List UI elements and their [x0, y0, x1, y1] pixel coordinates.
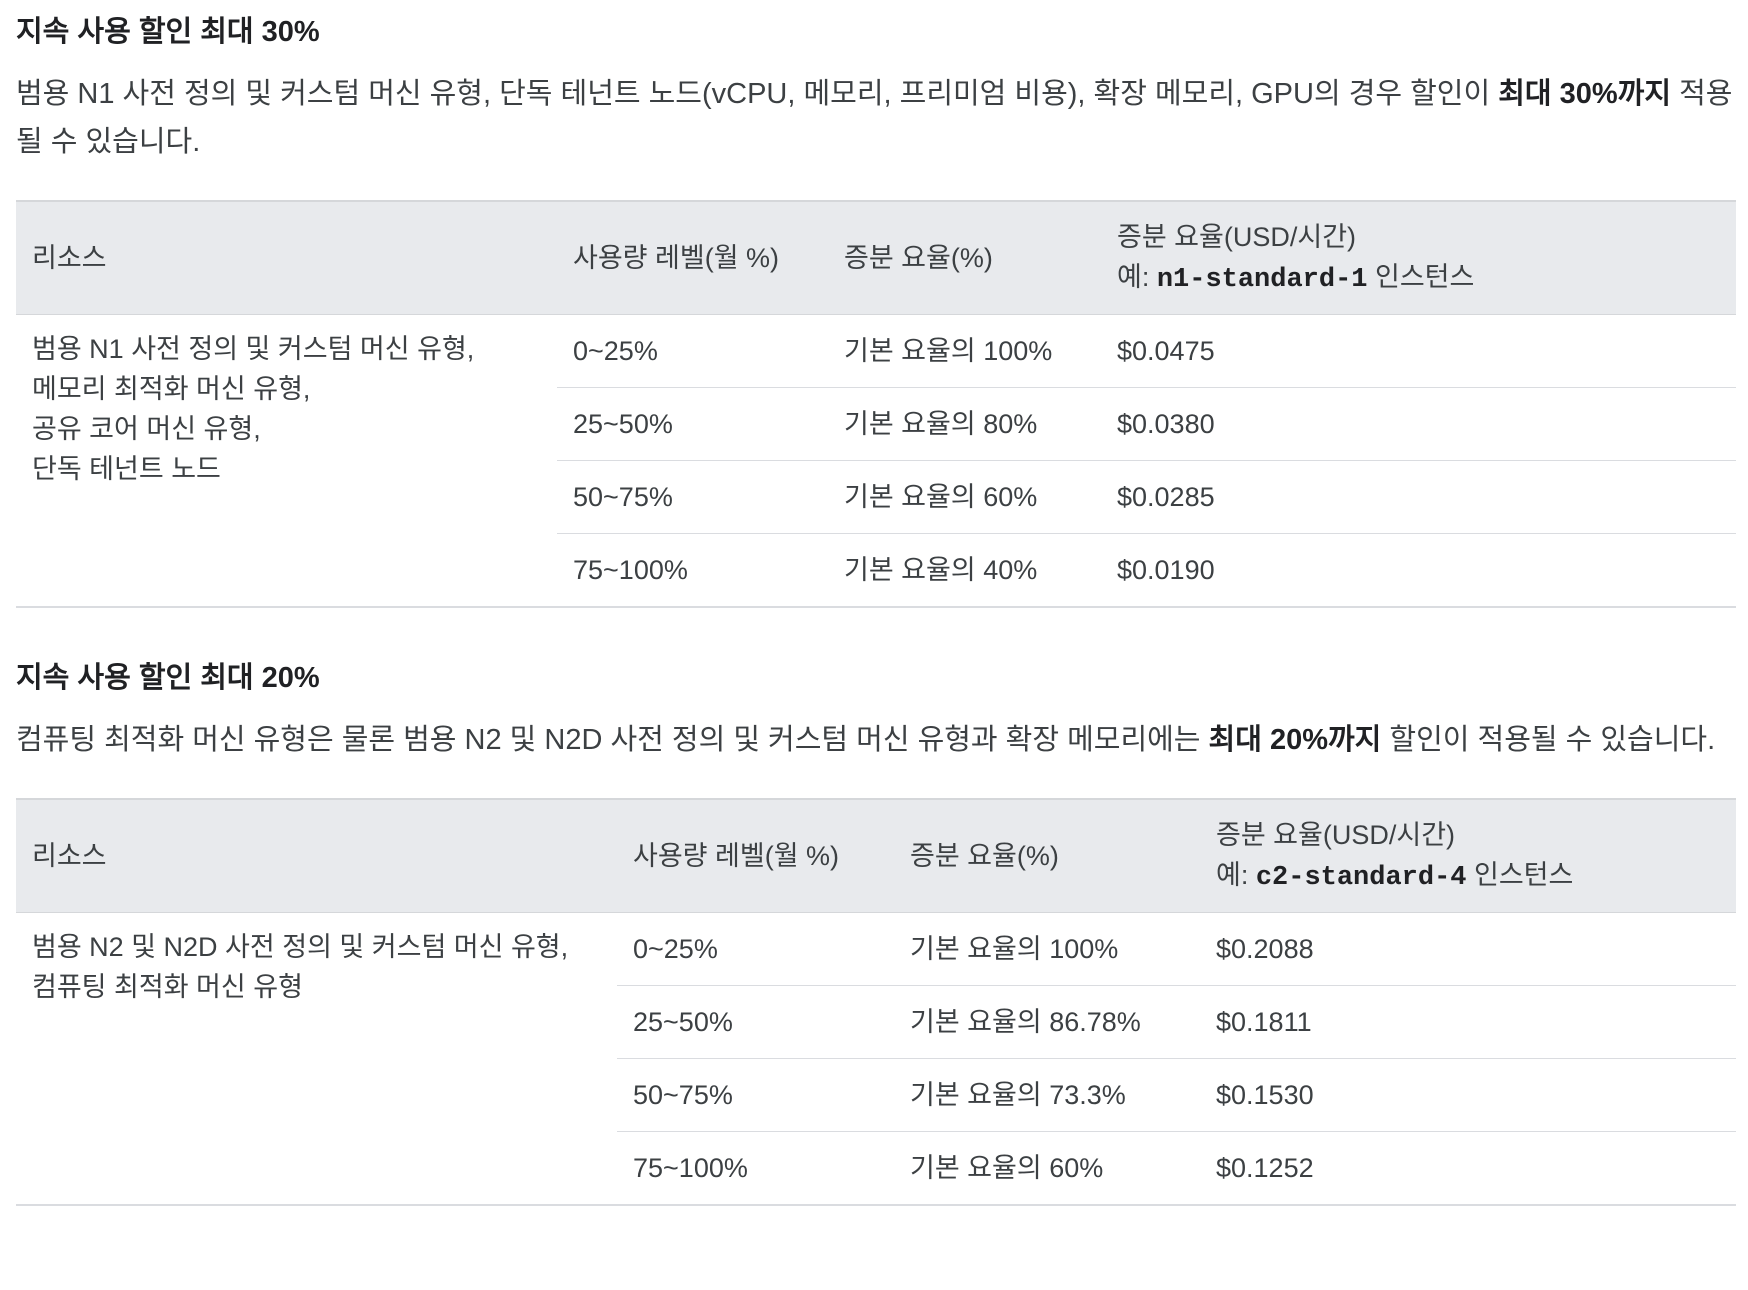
- usage-cell: 25~50%: [557, 387, 828, 461]
- table-row: 범용 N2 및 N2D 사전 정의 및 커스텀 머신 유형, 컴퓨팅 최적화 머…: [16, 912, 1736, 1206]
- price-header-example: 예: c2-standard-4 인스턴스: [1216, 855, 1720, 898]
- rate-cell: 기본 요율의 100%: [828, 314, 1101, 388]
- description-text-end: 할인이 적용될 수 있습니다.: [1381, 724, 1716, 756]
- instance-type-code: n1-standard-1: [1156, 264, 1368, 295]
- price-header-title: 증분 요율(USD/시간): [1216, 819, 1456, 850]
- usage-cell: 50~75%: [557, 460, 828, 534]
- price-cell: $0.0380: [1101, 387, 1736, 461]
- example-suffix: 인스턴스: [1367, 261, 1475, 292]
- price-cell: $0.1530: [1200, 1058, 1736, 1132]
- table-row: 25~50% 기본 요율의 86.78% $0.1811: [16, 985, 1736, 1059]
- usage-cell: 25~50%: [617, 985, 894, 1059]
- table-header-row: 리소스 사용량 레벨(월 %) 증분 요율(%) 증분 요율(USD/시간) 예…: [16, 798, 1736, 913]
- column-header-usage: 사용량 레벨(월 %): [617, 798, 894, 913]
- section-title: 지속 사용 할인 최대 20%: [16, 662, 320, 694]
- price-header-title: 증분 요율(USD/시간): [1117, 221, 1357, 252]
- description-text: 컴퓨팅 최적화 머신 유형은 물론 범용 N2 및 N2D 사전 정의 및 커스…: [16, 724, 1209, 756]
- table-row: 75~100% 기본 요율의 40% $0.0190: [16, 533, 1736, 608]
- resource-line: 컴퓨팅 최적화 머신 유형: [32, 972, 303, 1002]
- rate-cell: 기본 요율의 60%: [894, 1131, 1200, 1206]
- price-cell: $0.2088: [1200, 912, 1736, 986]
- rate-cell: 기본 요율의 80%: [828, 387, 1101, 461]
- usage-cell: 75~100%: [557, 533, 828, 608]
- price-cell: $0.0190: [1101, 533, 1736, 608]
- rate-cell: 기본 요율의 60%: [828, 460, 1101, 534]
- instance-type-code: c2-standard-4: [1255, 862, 1467, 893]
- column-header-price: 증분 요율(USD/시간) 예: c2-standard-4 인스턴스: [1200, 798, 1736, 913]
- resource-line: 공유 코어 머신 유형,: [32, 414, 261, 444]
- section-description: 컴퓨팅 최적화 머신 유형은 물론 범용 N2 및 N2D 사전 정의 및 커스…: [16, 716, 1736, 764]
- column-header-rate: 증분 요율(%): [828, 200, 1101, 315]
- rate-cell: 기본 요율의 40%: [828, 533, 1101, 608]
- rate-cell: 기본 요율의 73.3%: [894, 1058, 1200, 1132]
- table-row: 75~100% 기본 요율의 60% $0.1252: [16, 1131, 1736, 1206]
- table-row: 50~75% 기본 요율의 60% $0.0285: [16, 460, 1736, 534]
- usage-cell: 75~100%: [617, 1131, 894, 1206]
- description-text-end: 적용될 수 있습니다.: [16, 78, 1733, 158]
- price-cell: $0.0475: [1101, 314, 1736, 388]
- usage-cell: 0~25%: [557, 314, 828, 388]
- section-title: 지속 사용 할인 최대 30%: [16, 16, 320, 48]
- table-row: 25~50% 기본 요율의 80% $0.0380: [16, 387, 1736, 461]
- resource-line: 메모리 최적화 머신 유형,: [32, 374, 311, 404]
- rate-cell: 기본 요율의 100%: [894, 912, 1200, 986]
- section-description: 범용 N1 사전 정의 및 커스텀 머신 유형, 단독 테넌트 노드(vCPU,…: [16, 70, 1736, 166]
- rate-cell: 기본 요율의 86.78%: [894, 985, 1200, 1059]
- table-header-row: 리소스 사용량 레벨(월 %) 증분 요율(%) 증분 요율(USD/시간) 예…: [16, 200, 1736, 315]
- resource-line: 범용 N2 및 N2D 사전 정의 및 커스텀 머신 유형,: [32, 932, 569, 962]
- column-header-rate: 증분 요율(%): [894, 798, 1200, 913]
- usage-cell: 50~75%: [617, 1058, 894, 1132]
- resource-cell: 범용 N2 및 N2D 사전 정의 및 커스텀 머신 유형, 컴퓨팅 최적화 머…: [16, 912, 617, 1206]
- column-header-resource: 리소스: [16, 200, 557, 315]
- price-cell: $0.1252: [1200, 1131, 1736, 1206]
- column-header-price: 증분 요율(USD/시간) 예: n1-standard-1 인스턴스: [1101, 200, 1736, 315]
- description-text: 범용 N1 사전 정의 및 커스텀 머신 유형, 단독 테넌트 노드(vCPU,…: [16, 78, 1499, 110]
- resource-cell: 범용 N1 사전 정의 및 커스텀 머신 유형, 메모리 최적화 머신 유형, …: [16, 314, 557, 608]
- price-header-example: 예: n1-standard-1 인스턴스: [1117, 257, 1720, 300]
- discount-section-30: 지속 사용 할인 최대 30% 범용 N1 사전 정의 및 커스텀 머신 유형,…: [16, 8, 1736, 608]
- price-cell: $0.0285: [1101, 460, 1736, 534]
- description-highlight: 최대 20%까지: [1208, 724, 1382, 756]
- example-prefix: 예:: [1216, 859, 1256, 890]
- discount-section-20: 지속 사용 할인 최대 20% 컴퓨팅 최적화 머신 유형은 물론 범용 N2 …: [16, 654, 1736, 1206]
- example-prefix: 예:: [1117, 261, 1157, 292]
- resource-line: 범용 N1 사전 정의 및 커스텀 머신 유형,: [32, 334, 475, 364]
- column-header-resource: 리소스: [16, 798, 617, 913]
- description-highlight: 최대 30%까지: [1498, 78, 1672, 110]
- pricing-table: 리소스 사용량 레벨(월 %) 증분 요율(%) 증분 요율(USD/시간) 예…: [16, 798, 1736, 1206]
- pricing-table: 리소스 사용량 레벨(월 %) 증분 요율(%) 증분 요율(USD/시간) 예…: [16, 200, 1736, 608]
- usage-cell: 0~25%: [617, 912, 894, 986]
- example-suffix: 인스턴스: [1466, 859, 1574, 890]
- column-header-usage: 사용량 레벨(월 %): [557, 200, 828, 315]
- price-cell: $0.1811: [1200, 985, 1736, 1059]
- table-row: 50~75% 기본 요율의 73.3% $0.1530: [16, 1058, 1736, 1132]
- resource-line: 단독 테넌트 노드: [32, 454, 221, 484]
- table-row: 범용 N1 사전 정의 및 커스텀 머신 유형, 메모리 최적화 머신 유형, …: [16, 314, 1736, 608]
